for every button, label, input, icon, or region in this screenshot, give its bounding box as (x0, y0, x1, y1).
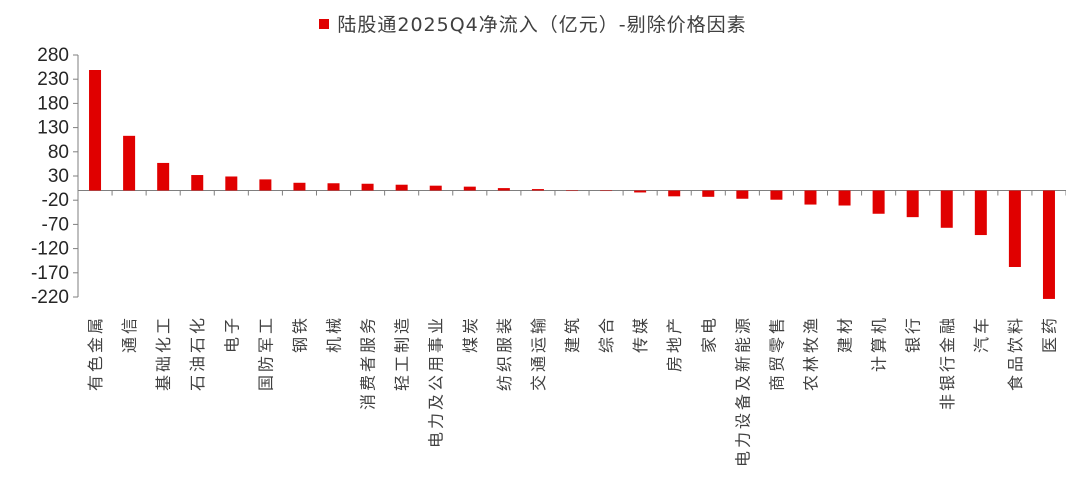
x-tick-label: 传媒 (631, 315, 650, 353)
x-tick-label: 食品饮料 (1006, 315, 1025, 391)
y-tick-label: 280 (37, 45, 69, 66)
bar (838, 190, 851, 206)
bar (429, 185, 442, 191)
bar (395, 184, 408, 191)
y-tick-label: 180 (37, 93, 69, 114)
bar (327, 183, 340, 191)
bar (702, 190, 715, 197)
bar (191, 175, 204, 191)
bar (259, 179, 272, 191)
x-tick-label: 综合 (597, 315, 616, 353)
bar (123, 135, 136, 191)
x-tick-label: 电力及公用事业 (427, 315, 446, 448)
x-tick-label: 建材 (836, 315, 855, 353)
x-tick-label: 交通运输 (529, 315, 548, 391)
x-tick-label: 农林牧渔 (801, 315, 820, 391)
x-tick-label: 石油石化 (188, 315, 207, 391)
bar (531, 189, 544, 191)
x-tick-label: 消费者服务 (359, 315, 378, 410)
bar (974, 190, 987, 236)
bar (906, 190, 919, 218)
bar (872, 190, 885, 214)
bar (497, 188, 510, 191)
x-tick-label: 电子 (222, 315, 241, 353)
bar (1042, 190, 1055, 299)
bar (225, 176, 238, 191)
x-tick-label: 电力设备及新能源 (733, 315, 752, 467)
y-tick-label: 230 (37, 69, 69, 90)
x-tick-label: 煤炭 (461, 315, 480, 353)
x-tick-label: 汽车 (972, 315, 991, 353)
legend-swatch (319, 18, 330, 29)
y-tick-label: -120 (31, 239, 69, 260)
x-tick-label: 房地产 (665, 315, 684, 372)
bar (668, 190, 681, 197)
x-tick-label: 国防军工 (256, 315, 275, 391)
bar (463, 186, 476, 191)
x-tick-label: 银行 (904, 315, 923, 353)
x-tick-label: 计算机 (870, 315, 889, 372)
x-tick-label: 有色金属 (86, 315, 105, 391)
y-tick-label: 80 (48, 142, 69, 163)
bar (804, 190, 817, 205)
x-tick-label: 轻工制造 (393, 315, 412, 391)
x-tick-label: 纺织服装 (495, 315, 514, 391)
legend-label: 陆股通2025Q4净流入（亿元）-剔除价格因素 (337, 14, 747, 36)
bar (634, 190, 647, 193)
bar (770, 190, 783, 200)
x-tick-label: 医药 (1040, 315, 1059, 353)
x-tick-label: 钢铁 (290, 315, 309, 353)
x-tick-label: 建筑 (563, 315, 582, 353)
y-tick-label: 130 (37, 118, 69, 139)
x-tick-label: 家电 (699, 315, 718, 353)
x-tick-label: 商贸零售 (767, 315, 786, 391)
bar (293, 182, 306, 191)
bar (566, 190, 578, 192)
bar (940, 190, 953, 228)
bar (1008, 190, 1021, 267)
bar (361, 183, 374, 191)
bar (600, 190, 613, 192)
y-tick-label: -20 (42, 190, 69, 211)
x-tick-label: 机械 (325, 315, 344, 353)
y-tick-label: 30 (48, 166, 69, 187)
y-tick-label: -220 (31, 287, 69, 308)
y-tick-label: -70 (42, 214, 69, 235)
x-tick-label: 通信 (120, 315, 139, 353)
bar (157, 162, 170, 191)
bar (89, 70, 102, 191)
x-tick-label: 非银行金融 (938, 315, 957, 410)
y-tick-label: -170 (31, 263, 69, 284)
x-tick-label: 基础化工 (154, 315, 173, 391)
chart-legend: 陆股通2025Q4净流入（亿元）-剔除价格因素 (0, 10, 1066, 37)
bar (736, 190, 749, 199)
